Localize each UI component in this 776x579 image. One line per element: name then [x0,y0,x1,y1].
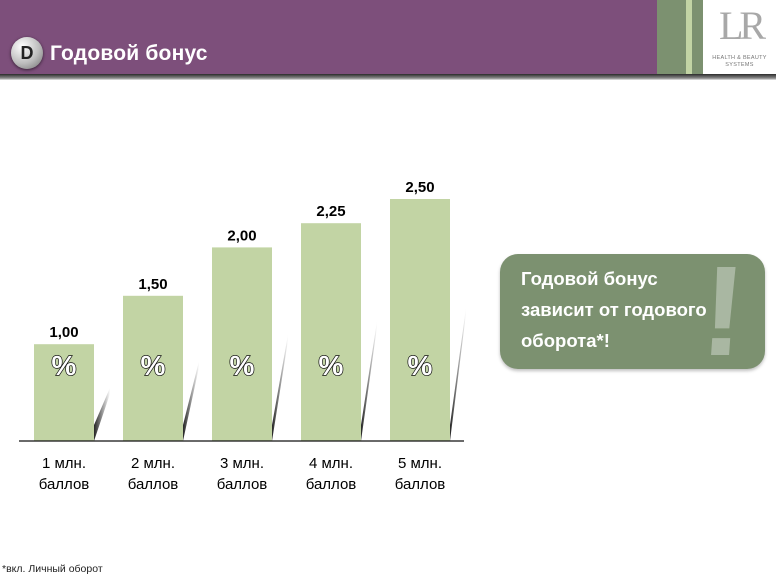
lr-logo: LR HEALTH & BEAUTY SYSTEMS [703,0,776,74]
bonus-callout: ! Годовой бонус зависит от годового обор… [500,254,765,369]
percent-symbol: % [319,350,344,381]
bar [390,199,450,441]
bar [301,223,361,441]
x-tick-label: 2 млн. [131,455,175,472]
x-tick-label: баллов [395,476,446,493]
x-tick-label: 4 млн. [309,455,353,472]
x-tick-label: баллов [306,476,357,493]
x-tick-label: баллов [128,476,179,493]
bar-value-label: 1,00 [49,324,78,341]
percent-symbol: % [141,350,166,381]
bar-value-label: 2,00 [227,227,256,244]
x-tick-label: 3 млн. [220,455,264,472]
percent-symbol: % [52,350,77,381]
x-tick-label: баллов [39,476,90,493]
bar [34,344,94,441]
callout-line: оборота*! [521,330,610,351]
lr-logo-subtitle: SYSTEMS [725,62,754,68]
callout-line: Годовой бонус [521,268,658,289]
bar-shadow [183,361,199,441]
bar-shadow [272,334,288,441]
header-stripe-light [686,0,692,74]
bar-shadow [361,321,377,441]
section-badge-letter: D [20,43,34,63]
x-tick-label: баллов [217,476,268,493]
footnote: *вкл. Личный оборот [2,563,103,575]
bar [212,247,272,441]
bar [123,295,183,441]
callout-line: зависит от годового [521,299,707,320]
x-tick-label: 5 млн. [398,455,442,472]
bar-value-label: 2,25 [316,203,345,220]
percent-symbol: % [230,350,255,381]
bar-shadow [450,307,466,441]
header-shadow [0,74,776,80]
callout-text: Годовой бонус зависит от годового оборот… [521,263,751,356]
lr-logo-mark: LR [719,3,766,48]
section-badge: D [11,37,43,69]
bar-value-label: 1,50 [138,276,167,293]
lr-logo-tagline: HEALTH & BEAUTY [712,55,767,61]
percent-symbol: % [408,350,433,381]
x-tick-label: 1 млн. [42,455,86,472]
bar-value-label: 2,50 [405,179,434,196]
header-stripe-mid [692,0,703,74]
bar-shadow [94,387,110,441]
page-title: Годовой бонус [50,42,208,65]
header-bar: D Годовой бонус LR HEALTH & BEAUTY SYSTE… [0,0,776,74]
header-stripe-dark [657,0,686,74]
